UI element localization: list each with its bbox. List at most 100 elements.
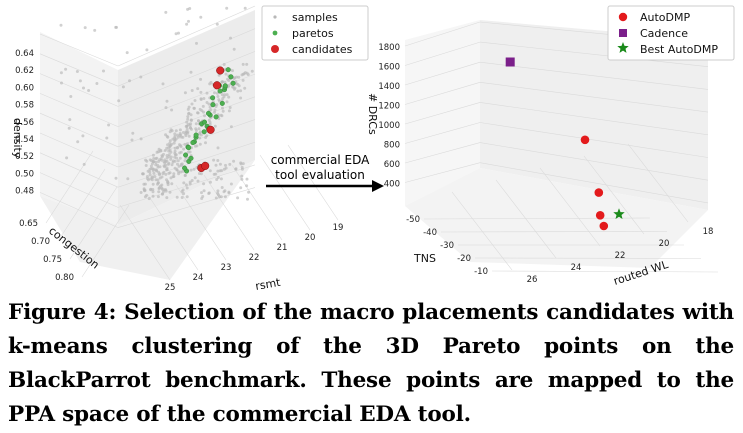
pareto-point [217,88,223,94]
sample-point [187,112,191,116]
sample-point [200,191,203,195]
sample-point [143,188,147,192]
sample-point [176,159,180,163]
sample-point [174,137,178,141]
left-rsmt-tick: 25 [165,283,176,292]
sample-point [130,138,134,142]
sample-point [188,123,192,127]
sample-point [144,164,148,167]
left-grid-line [39,172,119,208]
pareto-point [219,100,225,106]
sample-point [243,86,247,90]
sample-point [213,91,216,95]
sample-point [183,91,187,95]
sample-point [182,181,186,185]
tns-axis-label: TNS [413,252,436,265]
right-points [505,57,625,231]
sample-point [228,162,232,166]
left-density-tick: 0.56 [15,118,34,128]
sample-point [105,136,109,140]
sample-point [168,139,172,143]
sample-point [185,124,189,128]
sample-point [246,197,249,201]
sample-point [205,101,209,104]
sample-point [219,195,223,199]
sample-point [149,177,153,181]
pareto-point [188,155,194,161]
sample-point [152,171,156,175]
sample-point [224,163,227,167]
sample-point [162,170,166,174]
sample-point [162,188,166,192]
right-drc-ticks: 1800 1600 1400 1200 1000 800 600 400 [378,43,400,190]
right-grid-line [404,61,481,86]
sample-point [139,137,143,141]
sample-point [151,182,155,186]
sample-point [163,158,167,162]
sample-point [171,175,175,179]
right-tns-ticks: -50-40-30-20-10 [406,215,488,277]
sample-point [216,189,220,193]
sample-point [180,190,184,193]
right-drc-tick: 1600 [378,63,400,73]
sample-point [173,146,177,150]
left-congestion-ticks: 0.65 0.70 0.75 0.80 [19,219,74,283]
sample-point [165,166,169,170]
autodmp-point [599,221,609,231]
sample-point [165,196,169,200]
sample-point [171,159,175,163]
sample-point [245,177,249,181]
sample-point [165,99,169,103]
sample-point [186,107,190,111]
density-axis-label: density [11,118,24,159]
sample-point [167,161,171,165]
left-grid-line [39,152,119,188]
left-rsmt-tick: 19 [333,223,344,233]
sample-point [159,157,163,161]
sample-point [225,6,229,10]
sample-point [220,80,224,84]
sample-point [76,140,80,144]
left-grid-line [259,154,311,231]
left-grid-line [117,141,256,188]
sample-point [198,130,202,134]
sample-point [215,178,219,181]
right-grid-line [479,102,709,136]
sample-point [207,191,211,195]
figure-canvas: 0.64 0.62 0.60 0.58 0.56 0.54 0.52 0.50 0.48 den… [11,5,735,292]
sample-point [67,126,71,130]
left-density-tick: 0.62 [15,66,34,76]
sample-point [184,130,188,134]
sample-point [171,137,175,141]
sample-point [239,96,243,100]
right-grid-line [440,231,668,233]
sample-point [155,150,159,154]
sample-point [95,82,99,85]
pareto-point [186,145,192,151]
sample-point [169,157,173,161]
sample-point [145,48,149,52]
sample-point [221,109,225,113]
sample-point [167,171,171,175]
rsmt-axis-label: rsmt [254,276,282,292]
sample-point [214,105,218,108]
right-side-pane [480,20,708,210]
sample-point [156,182,159,186]
left-density-tick: 0.60 [15,83,34,93]
sample-point [169,155,173,159]
pareto-point [213,114,219,120]
right-grid-line [479,162,709,204]
sample-point [179,150,183,154]
sample-point [68,118,72,122]
right-drc-tick: 800 [384,141,400,151]
best-autodmp-point [613,208,625,219]
arrow-label-line-1: commercial EDA [271,153,370,167]
left-candidate-points [197,66,225,173]
sample-point [196,179,200,183]
sample-point [229,125,233,129]
left-congestion-tick: 0.75 [43,255,62,265]
sample-point [164,10,168,14]
sample-point [164,163,168,167]
sample-point [198,136,202,140]
right-grid-line [491,270,719,273]
